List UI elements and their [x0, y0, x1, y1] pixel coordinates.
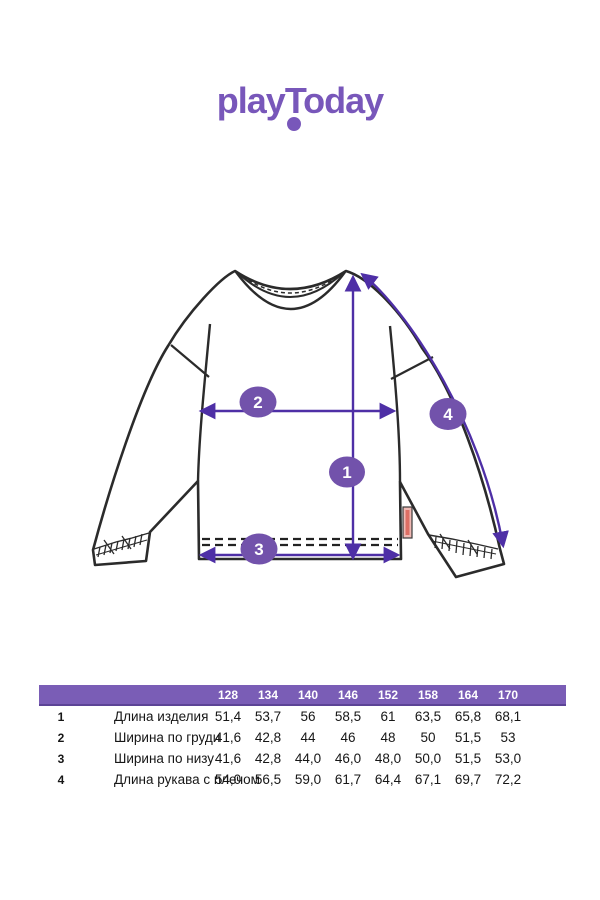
collar-band-bottom — [235, 271, 346, 310]
size-value: 46 — [340, 730, 356, 745]
size-value: 48 — [380, 730, 396, 745]
size-table: 128 134 140 146 152 158 164 170 1 Длина и… — [39, 685, 566, 790]
size-value: 61,7 — [334, 772, 362, 787]
size-column-header: 158 — [408, 685, 448, 706]
size-value: 50,0 — [414, 751, 442, 766]
size-value: 58,5 — [334, 709, 362, 724]
size-value: 54,0 — [214, 772, 242, 787]
row-number: 3 — [57, 751, 65, 766]
filler-cell — [528, 705, 566, 727]
size-column-header: 140 — [288, 685, 328, 706]
badge-4-label: 4 — [443, 405, 453, 424]
size-value: 67,1 — [414, 772, 442, 787]
size-value: 56,5 — [254, 772, 282, 787]
size-value: 56 — [300, 709, 316, 724]
collar-stitch-line — [236, 271, 345, 294]
table-row: 1 Длина изделия 51,4 53,7 56 58,5 61 63,5 65,8 68… — [39, 705, 566, 727]
measurement-label: Длина рукава с плечом — [114, 772, 260, 787]
left-shoulder-seam — [170, 344, 210, 378]
measurement-arrow-4 — [360, 272, 509, 549]
brand-logo-dot-icon — [287, 117, 301, 131]
size-value: 65,8 — [454, 709, 482, 724]
left-cuff-ribbing — [97, 533, 143, 558]
size-value: 44,0 — [294, 751, 322, 766]
collar-inner-line — [237, 272, 344, 298]
row-number: 4 — [57, 772, 65, 787]
size-value: 51,4 — [214, 709, 242, 724]
measurement-badge-2: 2 — [239, 386, 277, 418]
size-value: 44 — [300, 730, 316, 745]
measurement-label: Длина изделия — [114, 709, 209, 724]
size-column-header: 134 — [248, 685, 288, 706]
size-value: 51,5 — [454, 751, 482, 766]
measurement-badge-3: 3 — [240, 533, 278, 565]
table-row: 4 Длина рукава с плечом 54,0 56,5 59,0 61,7 64… — [39, 769, 566, 790]
size-value: 68,1 — [494, 709, 522, 724]
size-value: 53 — [500, 730, 516, 745]
size-value: 41,6 — [214, 751, 242, 766]
sweatshirt-measurement-diagram: 1 2 3 4 — [91, 269, 509, 579]
size-value: 69,7 — [454, 772, 482, 787]
filler-cell — [528, 748, 566, 769]
header-filler — [528, 685, 566, 706]
size-value: 41,6 — [214, 730, 242, 745]
size-value: 53,7 — [254, 709, 282, 724]
size-value: 53,0 — [494, 751, 522, 766]
header-num-spacer — [39, 685, 83, 706]
size-value: 63,5 — [414, 709, 442, 724]
size-value: 72,2 — [494, 772, 522, 787]
size-value: 50 — [420, 730, 436, 745]
brand-logo: playToday — [0, 80, 600, 131]
size-value: 59,0 — [294, 772, 322, 787]
size-column-header: 146 — [328, 685, 368, 706]
filler-cell — [528, 769, 566, 790]
size-table-body: 1 Длина изделия 51,4 53,7 56 58,5 61 63,5 65,8 68… — [39, 705, 566, 790]
size-table-header: 128 134 140 146 152 158 164 170 — [39, 685, 566, 706]
measurement-label: Ширина по груди — [114, 730, 221, 745]
badge-3-label: 3 — [254, 540, 263, 559]
table-row: 3 Ширина по низу 41,6 42,8 44,0 46,0 48,0 50,0 5… — [39, 748, 566, 769]
size-value: 48,0 — [374, 751, 402, 766]
size-value: 61 — [380, 709, 396, 724]
header-label-spacer — [83, 685, 208, 706]
size-column-header: 152 — [368, 685, 408, 706]
table-row: 2 Ширина по груди 41,6 42,8 44 46 48 50 51,5 53 — [39, 727, 566, 748]
size-value: 64,4 — [374, 772, 402, 787]
header-row: 128 134 140 146 152 158 164 170 — [39, 685, 566, 706]
brand-logo-text: playToday — [216, 80, 384, 121]
row-number: 1 — [57, 709, 65, 724]
badge-1-label: 1 — [342, 463, 351, 482]
filler-cell — [528, 727, 566, 748]
measurement-badge-1: 1 — [329, 456, 365, 488]
size-value: 46,0 — [334, 751, 362, 766]
side-tag — [402, 506, 413, 539]
size-value: 51,5 — [454, 730, 482, 745]
measurement-label: Ширина по низу — [114, 751, 215, 766]
size-column-header: 164 — [448, 685, 488, 706]
size-column-header: 128 — [208, 685, 248, 706]
size-value: 42,8 — [254, 730, 282, 745]
size-column-header: 170 — [488, 685, 528, 706]
row-number: 2 — [57, 730, 65, 745]
size-value: 42,8 — [254, 751, 282, 766]
badge-2-label: 2 — [253, 393, 262, 412]
measurement-badge-4: 4 — [429, 398, 467, 430]
